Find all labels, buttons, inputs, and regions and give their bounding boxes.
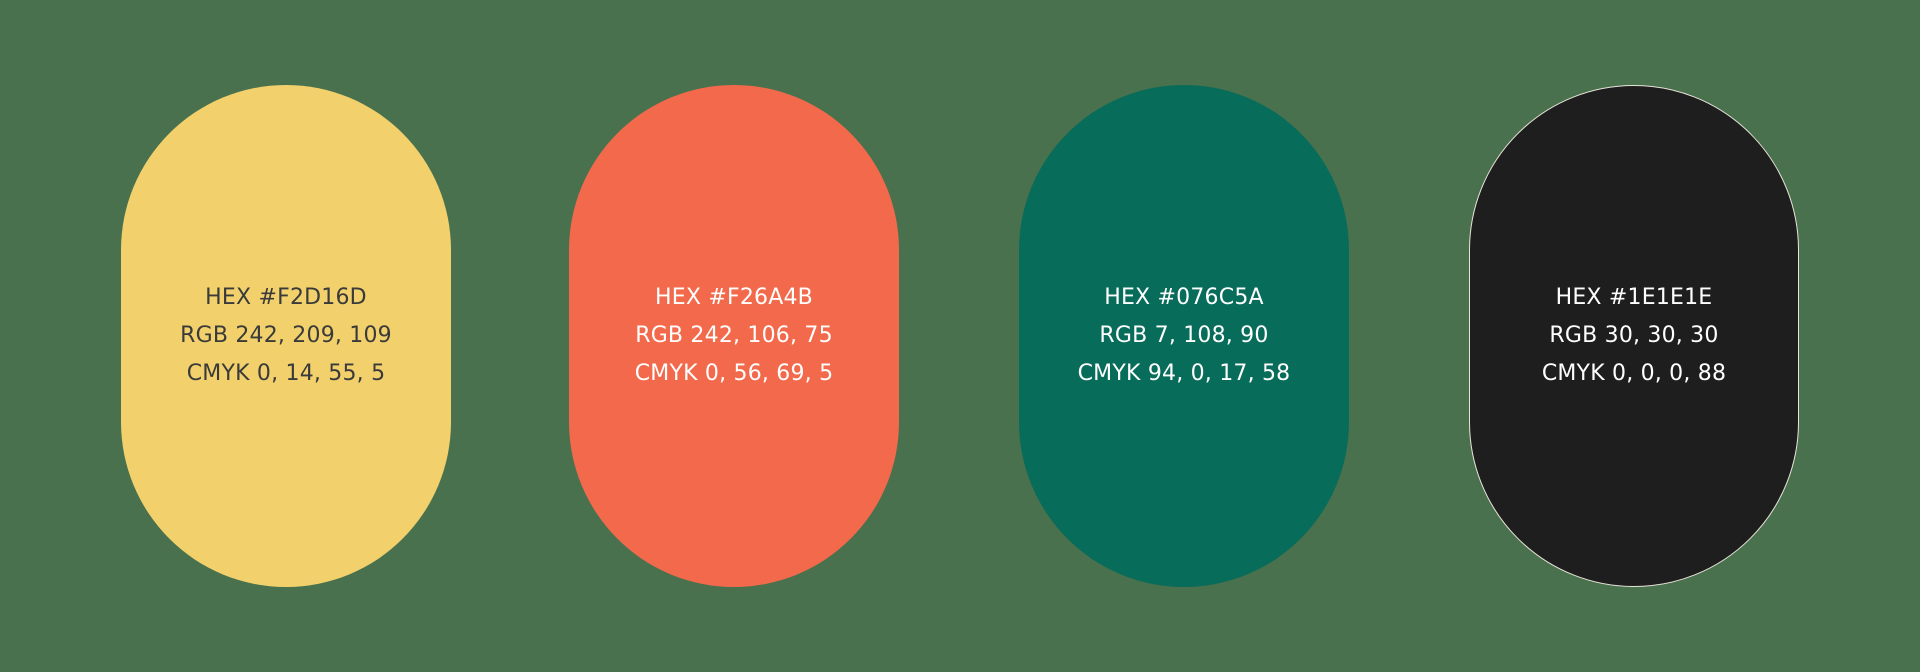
hex-value: HEX #F26A4B (655, 285, 813, 310)
hex-value: HEX #076C5A (1104, 285, 1264, 310)
hex-value: HEX #1E1E1E (1555, 285, 1713, 310)
rgb-value: RGB 30, 30, 30 (1549, 323, 1719, 348)
cmyk-value: CMYK 0, 0, 0, 88 (1541, 361, 1727, 386)
cmyk-value: CMYK 94, 0, 17, 58 (1077, 361, 1291, 386)
color-swatch-coral: HEX #F26A4B RGB 242, 106, 75 CMYK 0, 56,… (569, 85, 899, 587)
color-swatch-black: HEX #1E1E1E RGB 30, 30, 30 CMYK 0, 0, 0,… (1469, 85, 1799, 587)
rgb-value: RGB 242, 106, 75 (635, 323, 833, 348)
cmyk-value: CMYK 0, 14, 55, 5 (186, 361, 386, 386)
rgb-value: RGB 7, 108, 90 (1099, 323, 1269, 348)
rgb-value: RGB 242, 209, 109 (180, 323, 392, 348)
hex-value: HEX #F2D16D (205, 285, 367, 310)
color-swatch-teal: HEX #076C5A RGB 7, 108, 90 CMYK 94, 0, 1… (1019, 85, 1349, 587)
color-swatch-yellow: HEX #F2D16D RGB 242, 209, 109 CMYK 0, 14… (121, 85, 451, 587)
cmyk-value: CMYK 0, 56, 69, 5 (634, 361, 834, 386)
